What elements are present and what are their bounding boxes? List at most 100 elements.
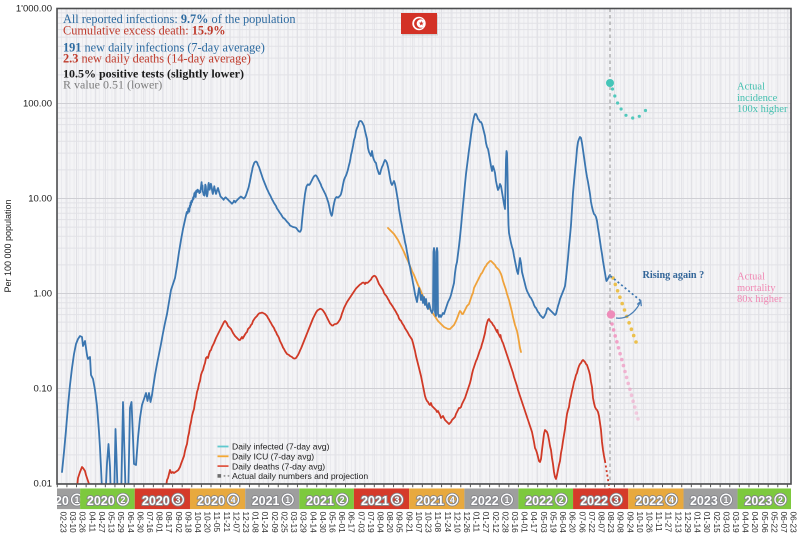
- svg-text:03-03: 03-03: [721, 512, 731, 533]
- svg-text:1: 1: [724, 495, 729, 505]
- svg-text:03-19: 03-19: [731, 512, 741, 533]
- svg-text:08-20: 08-20: [385, 512, 395, 533]
- svg-text:100.00: 100.00: [23, 99, 52, 110]
- svg-text:04-14: 04-14: [308, 512, 318, 533]
- svg-text:3: 3: [175, 495, 180, 505]
- svg-text:01-14: 01-14: [693, 512, 703, 533]
- svg-text:1.00: 1.00: [34, 289, 53, 300]
- svg-text:Cumulative excess death: 15.9%: Cumulative excess death: 15.9%: [63, 24, 226, 38]
- svg-text:06-14: 06-14: [126, 512, 136, 533]
- svg-text:08-04: 08-04: [376, 512, 386, 533]
- svg-text:05-03: 05-03: [539, 512, 549, 533]
- svg-text:06-17: 06-17: [347, 512, 357, 533]
- svg-text:2: 2: [120, 495, 125, 505]
- svg-text:02-09: 02-09: [270, 512, 280, 533]
- svg-text:01-08: 01-08: [251, 512, 261, 533]
- svg-text:11-21: 11-21: [222, 512, 232, 533]
- svg-text:09-02: 09-02: [174, 512, 184, 533]
- svg-text:05-13: 05-13: [107, 512, 117, 533]
- svg-text:08-07: 08-07: [596, 512, 606, 533]
- svg-text:2023: 2023: [744, 494, 772, 508]
- svg-text:04-01: 04-01: [520, 512, 530, 533]
- svg-text:03-10: 03-10: [68, 512, 78, 533]
- svg-text:07-22: 07-22: [587, 512, 597, 533]
- svg-text:10-10: 10-10: [635, 512, 645, 533]
- svg-text:All reported infections: 9.7%: All reported infections: 9.7% of the pop…: [63, 12, 296, 26]
- svg-text:2022: 2022: [580, 494, 608, 508]
- svg-text:11-08: 11-08: [433, 512, 443, 533]
- svg-text:2.3 new daily deaths (14-day a: 2.3 new daily deaths (14-day average): [63, 52, 251, 66]
- svg-text:10-07: 10-07: [414, 512, 424, 533]
- svg-text:06-30: 06-30: [135, 512, 145, 533]
- svg-text:1: 1: [75, 495, 80, 505]
- svg-text:2: 2: [778, 495, 783, 505]
- svg-text:10.00: 10.00: [28, 194, 52, 205]
- svg-text:2022: 2022: [635, 494, 663, 508]
- svg-text:09-18: 09-18: [183, 512, 193, 533]
- svg-text:10-26: 10-26: [645, 512, 655, 533]
- svg-text:11-05: 11-05: [212, 512, 222, 533]
- svg-text:06-01: 06-01: [337, 512, 347, 533]
- svg-text:06-07: 06-07: [779, 512, 789, 533]
- svg-text:4: 4: [231, 495, 236, 505]
- svg-text:05-29: 05-29: [116, 512, 126, 533]
- svg-text:01-11: 01-11: [472, 512, 482, 533]
- svg-text:03-13: 03-13: [289, 512, 299, 533]
- svg-text:04-04: 04-04: [741, 512, 751, 533]
- svg-text:12-07: 12-07: [231, 512, 241, 533]
- svg-text:02-12: 02-12: [491, 512, 501, 533]
- svg-text:11-24: 11-24: [443, 512, 453, 533]
- svg-text:10-23: 10-23: [424, 512, 434, 533]
- svg-text:09-08: 09-08: [616, 512, 626, 533]
- svg-text:03-26: 03-26: [78, 512, 88, 533]
- svg-text:08-17: 08-17: [164, 512, 174, 533]
- svg-text:04-20: 04-20: [750, 512, 760, 533]
- svg-text:07-16: 07-16: [145, 512, 155, 533]
- svg-text:02-23: 02-23: [59, 512, 69, 533]
- svg-text:Actual daily numbers and proje: Actual daily numbers and projection: [232, 471, 368, 481]
- svg-text:08-01: 08-01: [155, 512, 165, 533]
- svg-text:02-25: 02-25: [279, 512, 289, 533]
- svg-text:Per 100 000 population: Per 100 000 population: [3, 199, 13, 292]
- svg-text:11-27: 11-27: [664, 512, 674, 533]
- svg-text:09-24: 09-24: [625, 512, 635, 533]
- svg-text:10-04: 10-04: [193, 512, 203, 533]
- svg-text:07-03: 07-03: [356, 512, 366, 533]
- svg-text:07-06: 07-06: [577, 512, 587, 533]
- svg-text:05-22: 05-22: [769, 512, 779, 533]
- svg-text:191 new daily infections (7-da: 191 new daily infections (7-day average): [63, 41, 265, 55]
- svg-text:11-11: 11-11: [654, 512, 664, 532]
- svg-text:Daily ICU (7-day avg): Daily ICU (7-day avg): [232, 452, 314, 462]
- svg-text:2021: 2021: [306, 494, 334, 508]
- svg-text:4: 4: [669, 495, 674, 505]
- svg-text:01-30: 01-30: [702, 512, 712, 533]
- svg-text:2021: 2021: [361, 494, 389, 508]
- svg-text:12-23: 12-23: [241, 512, 251, 533]
- svg-text:2023: 2023: [690, 494, 718, 508]
- svg-text:05-19: 05-19: [548, 512, 558, 533]
- svg-text:R value 0.51 (lower): R value 0.51 (lower): [63, 78, 162, 92]
- svg-text:01-24: 01-24: [260, 512, 270, 533]
- svg-text:12-10: 12-10: [452, 512, 462, 533]
- svg-text:Daily deaths (7-day avg): Daily deaths (7-day avg): [232, 461, 325, 471]
- svg-text:2022: 2022: [525, 494, 553, 508]
- svg-text:06-04: 06-04: [558, 512, 568, 533]
- svg-text:08-23: 08-23: [606, 512, 616, 533]
- svg-text:01-27: 01-27: [481, 512, 491, 533]
- svg-text:07-19: 07-19: [366, 512, 376, 533]
- svg-text:Rising again ?: Rising again ?: [643, 270, 705, 281]
- svg-text:1: 1: [285, 495, 290, 505]
- svg-text:3: 3: [614, 495, 619, 505]
- svg-text:2022: 2022: [471, 494, 499, 508]
- svg-text:04-11: 04-11: [87, 512, 97, 533]
- svg-text:2020: 2020: [142, 494, 170, 508]
- svg-text:2020: 2020: [197, 494, 225, 508]
- svg-text:3: 3: [395, 495, 400, 505]
- svg-text:05-16: 05-16: [327, 512, 337, 533]
- svg-text:0.01: 0.01: [34, 479, 53, 490]
- svg-text:2: 2: [340, 495, 345, 505]
- svg-text:2020: 2020: [41, 494, 69, 508]
- svg-text:2021: 2021: [416, 494, 444, 508]
- svg-text:04-17: 04-17: [529, 512, 539, 533]
- svg-text:2021: 2021: [252, 494, 280, 508]
